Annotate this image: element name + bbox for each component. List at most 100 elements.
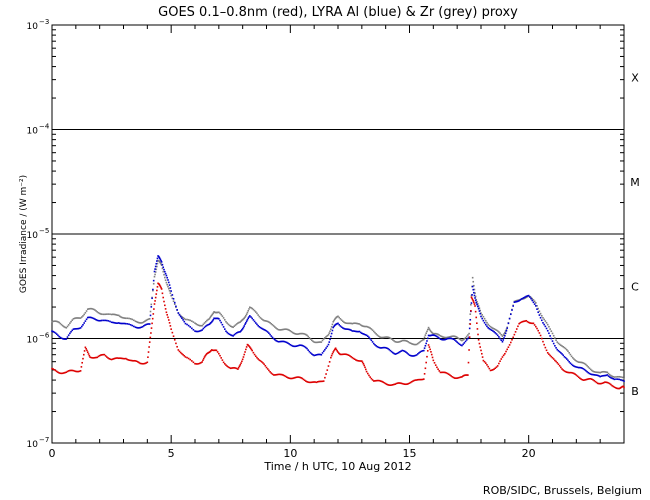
data-point xyxy=(442,336,444,338)
data-point xyxy=(429,329,431,332)
data-point xyxy=(427,326,430,329)
data-point xyxy=(172,300,175,303)
data-point xyxy=(203,356,206,358)
data-point xyxy=(610,374,612,377)
data-point xyxy=(423,338,425,341)
data-point xyxy=(517,300,519,303)
data-point xyxy=(110,321,113,324)
data-series xyxy=(51,255,625,390)
data-point xyxy=(58,372,60,374)
data-point xyxy=(445,338,448,340)
data-point xyxy=(601,371,604,373)
data-point xyxy=(483,317,486,320)
data-point xyxy=(531,299,534,302)
data-point xyxy=(225,364,227,366)
data-point xyxy=(369,376,371,378)
data-point xyxy=(271,323,274,326)
data-point xyxy=(252,351,255,354)
data-point xyxy=(148,341,151,343)
data-point xyxy=(204,325,207,328)
data-point xyxy=(495,329,498,331)
data-point xyxy=(288,343,290,345)
data-point xyxy=(247,344,250,347)
data-point xyxy=(414,343,417,346)
data-point xyxy=(310,339,313,342)
data-point xyxy=(137,321,139,324)
data-point xyxy=(128,317,130,320)
data-point xyxy=(245,313,248,316)
data-point xyxy=(95,356,97,359)
data-point xyxy=(420,340,423,342)
data-point xyxy=(187,324,190,327)
data-point xyxy=(501,356,504,358)
data-point xyxy=(434,335,437,337)
y-tick-label: 10 xyxy=(27,22,39,32)
data-point xyxy=(580,361,582,364)
data-point xyxy=(287,328,289,331)
data-point xyxy=(200,329,202,332)
data-point xyxy=(462,339,464,341)
data-point xyxy=(394,383,396,385)
data-point xyxy=(558,364,561,367)
data-point xyxy=(293,377,295,379)
data-point xyxy=(269,333,271,336)
data-point xyxy=(419,378,422,381)
data-point xyxy=(121,316,124,319)
data-point xyxy=(542,340,544,343)
data-point xyxy=(548,353,550,356)
data-point xyxy=(141,321,144,324)
data-point xyxy=(527,294,530,297)
data-point xyxy=(375,379,377,382)
data-point xyxy=(211,320,214,322)
data-point xyxy=(90,316,93,319)
data-point xyxy=(101,354,103,356)
data-point xyxy=(202,327,205,330)
data-point xyxy=(366,335,369,338)
data-point xyxy=(319,353,321,356)
data-point xyxy=(563,355,566,358)
data-point xyxy=(134,326,137,329)
data-point xyxy=(271,373,274,375)
data-point xyxy=(125,322,127,325)
data-point xyxy=(175,342,177,345)
data-point xyxy=(444,371,447,374)
data-point xyxy=(249,306,251,309)
data-point xyxy=(294,345,296,348)
data-point xyxy=(487,365,489,368)
data-point xyxy=(588,367,591,369)
data-point xyxy=(235,332,238,334)
data-point xyxy=(363,364,366,367)
data-point xyxy=(86,316,89,319)
data-point xyxy=(368,374,370,377)
data-point xyxy=(207,323,209,326)
data-point xyxy=(315,341,318,344)
data-point xyxy=(219,312,221,315)
data-point xyxy=(503,333,505,335)
data-point xyxy=(107,313,110,315)
data-point xyxy=(471,285,474,288)
data-point xyxy=(277,328,280,331)
data-point xyxy=(283,374,286,377)
data-point xyxy=(372,330,375,333)
x-tick-label: 15 xyxy=(403,447,417,460)
data-point xyxy=(201,329,203,331)
data-point xyxy=(175,305,177,308)
y-tick-exponent: −3 xyxy=(39,18,49,26)
data-point xyxy=(244,351,246,353)
data-point xyxy=(291,331,294,334)
data-point xyxy=(148,323,151,325)
data-point xyxy=(395,382,398,385)
data-point xyxy=(324,337,326,339)
data-point xyxy=(457,342,460,345)
data-point xyxy=(556,341,559,343)
data-point xyxy=(544,320,547,322)
data-point xyxy=(623,380,625,383)
data-point xyxy=(533,300,536,303)
data-point xyxy=(129,324,132,326)
data-point xyxy=(585,369,587,372)
data-point xyxy=(104,355,107,357)
data-point xyxy=(153,303,156,305)
data-point xyxy=(80,325,83,328)
data-point xyxy=(96,311,99,313)
data-point xyxy=(60,323,63,326)
